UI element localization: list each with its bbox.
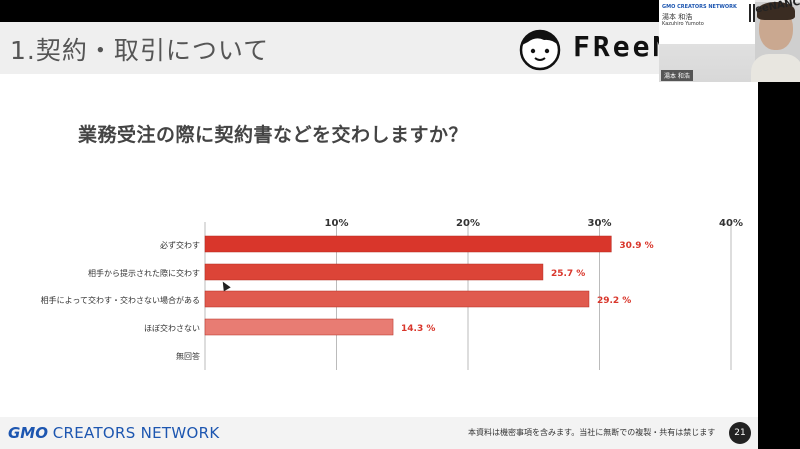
- presenter-shirt: [751, 54, 800, 82]
- category-label: 相手から提示された際に交わす: [88, 268, 200, 278]
- tick-label: 10%: [325, 218, 349, 229]
- card-romaji: Kazuhiro Yumoto: [662, 21, 704, 27]
- category-label: 相手によって交わす・交わさない場合がある: [41, 295, 200, 305]
- tick-label: 20%: [456, 218, 480, 229]
- title-band: [0, 22, 758, 74]
- mascot-face-icon: [519, 29, 561, 71]
- category-label: ほぼ交わさない: [144, 323, 200, 333]
- page-number: 21: [729, 422, 751, 444]
- data-label: 29.2 %: [597, 296, 631, 306]
- category-label: 必ず交わす: [160, 240, 200, 250]
- bar: [204, 290, 590, 308]
- category-label: 無回答: [176, 351, 200, 361]
- bar: [204, 235, 612, 253]
- tick-label: 40%: [719, 218, 743, 229]
- brand-wordmark: FReeN: [573, 30, 673, 63]
- survey-question: 業務受注の際に契約書などを交わしますか？: [78, 124, 469, 146]
- presenter-hair: [757, 2, 795, 20]
- presentation-slide: 1.契約・取引について FReeN 業務受注の際に契約書などを交わしますか？ 1…: [0, 22, 758, 449]
- card-name: 湯本 和浩: [662, 13, 693, 21]
- data-label: 14.3 %: [401, 324, 435, 334]
- bar: [204, 318, 394, 336]
- presenter-name-badge: 湯本 和浩: [661, 70, 693, 81]
- card-brand: GMO CREATORS NETWORK: [662, 4, 737, 10]
- business-card: GMO CREATORS NETWORK 湯本 和浩 Kazuhiro Yumo…: [659, 0, 767, 44]
- webcam-overlay: GMO CREATORS NETWORK 湯本 和浩 Kazuhiro Yumo…: [659, 0, 800, 82]
- data-label: 25.7 %: [551, 269, 585, 279]
- confidential-notice: 本資料は機密事項を含みます。当社に無断での複製・共有は禁じます: [468, 428, 716, 437]
- slide-title: 1.契約・取引について: [10, 36, 270, 65]
- tick-label: 30%: [588, 218, 612, 229]
- data-label: 30.9 %: [619, 241, 653, 251]
- company-name: CREATORS NETWORK: [52, 424, 220, 442]
- bar-chart: 10% 20% 30% 40% 必ず交わす 30.9 % 相手から提示された際に交わす 25.…: [41, 218, 743, 370]
- slide-footer: GMO CREATORS NETWORK 本資料は機密事項を含みます。当社に無断…: [0, 417, 758, 449]
- company-mark: GMO: [8, 424, 48, 442]
- bar: [204, 263, 544, 281]
- company-logo: GMO CREATORS NETWORK: [8, 424, 220, 442]
